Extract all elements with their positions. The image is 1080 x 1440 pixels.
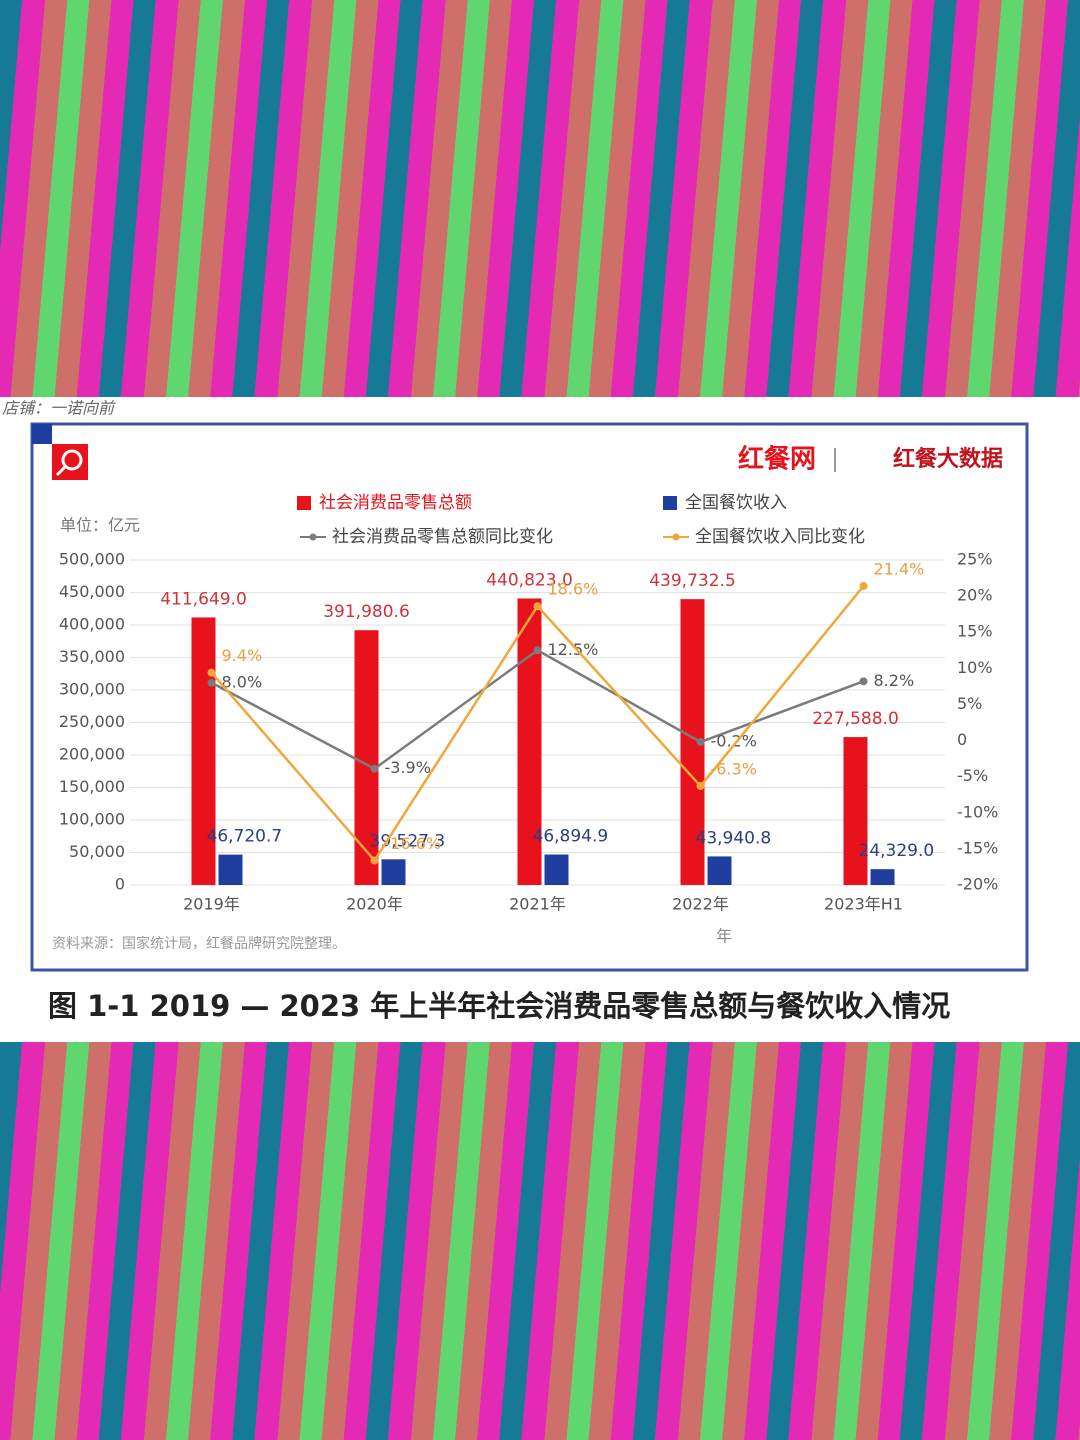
y-tick-label: 50,000 — [69, 842, 125, 861]
x-axis-title: 年 — [716, 927, 732, 946]
y2-tick-label: -20% — [957, 875, 998, 894]
data-label: 9.4% — [222, 646, 263, 665]
legend-label: 全国餐饮收入 — [685, 493, 787, 513]
data-label: 46,894.9 — [533, 827, 609, 847]
bar — [707, 856, 732, 885]
shop-label: 店铺：一诺向前 — [2, 399, 116, 418]
x-tick-label: 2020年 — [346, 895, 403, 914]
data-label: 8.0% — [222, 672, 263, 691]
bar — [843, 737, 868, 885]
unit-label: 单位：亿元 — [60, 516, 140, 535]
y-tick-label: 250,000 — [59, 712, 125, 731]
caption: 图 1-1 2019 — 2023 年上半年社会消费品零售总额与餐饮收入情况 — [48, 989, 950, 1023]
line-point — [696, 782, 705, 791]
data-label: 411,649.0 — [160, 589, 247, 609]
y-tick-label: 500,000 — [59, 550, 125, 569]
data-label: -3.9% — [385, 758, 431, 777]
line-point — [370, 764, 379, 773]
data-label: 18.6% — [548, 580, 599, 599]
data-label: 24,329.0 — [859, 841, 935, 861]
data-label: 21.4% — [874, 560, 925, 579]
legend-label: 社会消费品零售总额同比变化 — [332, 527, 553, 547]
y-tick-label: 350,000 — [59, 647, 125, 666]
y-tick-label: 150,000 — [59, 777, 125, 796]
y2-tick-label: -10% — [957, 802, 998, 821]
data-label: 8.2% — [874, 671, 915, 690]
legend-label: 全国餐饮收入同比变化 — [695, 527, 865, 547]
data-label: 439,732.5 — [649, 571, 736, 591]
y2-tick-label: 15% — [957, 622, 993, 641]
y2-tick-label: 5% — [957, 694, 982, 713]
bottom-stripes — [0, 1042, 1080, 1440]
x-tick-label: 2022年 — [672, 895, 729, 914]
y2-tick-label: 10% — [957, 658, 993, 677]
data-label: 12.5% — [548, 640, 599, 659]
data-label: 39,527.3 — [370, 831, 446, 851]
top-stripes — [0, 0, 1080, 397]
bar — [218, 854, 243, 885]
bar — [191, 617, 216, 885]
y2-tick-label: 20% — [957, 586, 993, 605]
logo-left: 红餐网 — [738, 444, 816, 475]
line-point — [533, 602, 542, 611]
data-label: -0.2% — [711, 732, 757, 751]
data-label: -16.6% — [385, 834, 442, 853]
legend-swatch — [663, 496, 677, 510]
legend-marker — [672, 533, 680, 541]
line-point — [207, 678, 216, 687]
corner-mark — [32, 424, 52, 444]
bar — [381, 859, 406, 885]
data-label: 391,980.6 — [323, 602, 410, 622]
x-tick-label: 2021年 — [509, 895, 566, 914]
line-point — [207, 668, 216, 677]
legend-swatch — [297, 496, 311, 510]
x-tick-label: 2019年 — [183, 895, 240, 914]
y-tick-label: 300,000 — [59, 680, 125, 699]
y-tick-label: 100,000 — [59, 810, 125, 829]
data-label: 43,940.8 — [696, 828, 772, 848]
line-point — [370, 856, 379, 865]
search-icon-handle — [55, 465, 67, 477]
data-label: 227,588.0 — [812, 709, 899, 729]
bar — [544, 854, 569, 885]
line-point — [533, 646, 542, 655]
data-label: 46,720.7 — [207, 827, 283, 847]
y-tick-label: 200,000 — [59, 745, 125, 764]
logo-right: 红餐大数据 — [893, 446, 1003, 472]
data-label: -6.3% — [711, 760, 757, 779]
y2-tick-label: -5% — [957, 766, 988, 785]
source-note: 资料来源：国家统计局，红餐品牌研究院整理。 — [52, 935, 346, 952]
line-point — [696, 738, 705, 746]
legend-marker — [309, 533, 317, 541]
bar — [870, 869, 895, 885]
search-icon-glass — [61, 449, 83, 471]
y-tick-label: 450,000 — [59, 582, 125, 601]
legend-label: 社会消费品零售总额 — [319, 493, 472, 513]
line-point — [859, 582, 868, 590]
y-tick-label: 0 — [115, 875, 125, 894]
bar — [517, 598, 542, 885]
y2-tick-label: -15% — [957, 838, 998, 857]
y2-tick-label: 25% — [957, 550, 993, 569]
line-point — [859, 677, 868, 686]
y2-tick-label: 0 — [957, 730, 967, 749]
y-tick-label: 400,000 — [59, 615, 125, 634]
x-tick-label: 2023年H1 — [824, 895, 903, 914]
data-label: 440,823.0 — [486, 570, 573, 590]
